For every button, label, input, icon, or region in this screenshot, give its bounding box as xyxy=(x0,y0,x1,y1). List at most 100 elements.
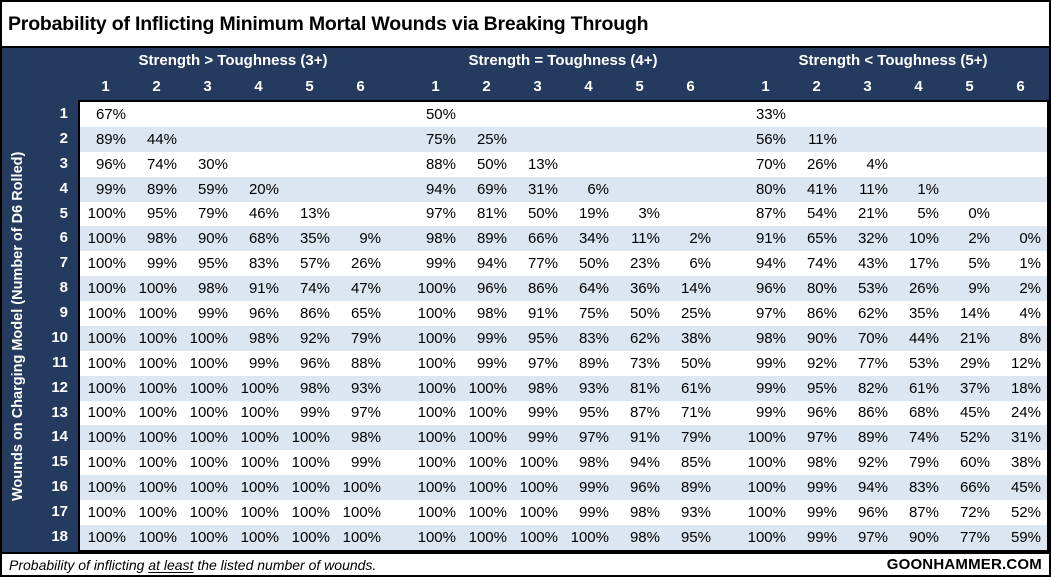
column-header: 3 xyxy=(863,78,872,95)
row-number: 9 xyxy=(59,304,68,321)
table-cell: 53% xyxy=(857,280,888,298)
column-header: 5 xyxy=(635,78,644,95)
table-cell: 100% xyxy=(87,379,126,397)
table-cell: 41% xyxy=(806,180,837,198)
table-row: 99% 89% 59% 20% 94% 69% 31% 6% 80% 41% 11% 1% xyxy=(80,176,1047,202)
table-cell: 99% xyxy=(806,528,837,546)
table-cell: 50% xyxy=(527,205,558,223)
table-cell: 62% xyxy=(629,329,660,347)
table-cell: 13% xyxy=(527,155,558,173)
table-cell: 96% xyxy=(755,280,786,298)
table-cell: 100% xyxy=(138,404,177,422)
table-cell: 100% xyxy=(747,503,786,521)
table-cell: 38% xyxy=(1010,454,1041,472)
table-cell: 94% xyxy=(857,479,888,497)
table-cell: 87% xyxy=(629,404,660,422)
footer-bar: Probability of inflicting at least the l… xyxy=(2,552,1049,575)
table-cell: 100% xyxy=(189,503,228,521)
table-cell: 100% xyxy=(240,503,279,521)
table-cell: 18% xyxy=(1010,379,1041,397)
footer-note-prefix: Probability of inflicting xyxy=(9,556,149,573)
table-cell: 81% xyxy=(476,205,507,223)
table-row: 100% 100% 99% 96% 86% 65% 100% 98% 91% 75% 50% 25% 9… xyxy=(80,301,1047,326)
table-cell: 100% xyxy=(468,404,507,422)
table-cell: 70% xyxy=(755,155,786,173)
table-cell: 72% xyxy=(959,503,990,521)
table-cell: 50% xyxy=(680,354,711,372)
table-cell: 94% xyxy=(476,255,507,273)
table-cell: 99% xyxy=(806,479,837,497)
table-cell: 100% xyxy=(417,404,456,422)
data-grid: 67% 50% 33% 89% 44% 75% 25% 56% 11% 96% 74% 30% 88% 5… xyxy=(78,100,1049,552)
table-cell: 65% xyxy=(350,304,381,322)
table-cell: 11% xyxy=(808,130,837,148)
row-number: 13 xyxy=(51,403,68,421)
table-cell: 100% xyxy=(468,503,507,521)
row-number: 8 xyxy=(59,279,68,297)
table-cell: 44% xyxy=(146,130,177,148)
table-cell: 100% xyxy=(468,479,507,497)
table-cell: 99% xyxy=(578,479,609,497)
table-cell: 99% xyxy=(755,379,786,397)
table-cell: 50% xyxy=(629,304,660,322)
column-header: 1 xyxy=(101,78,110,95)
row-number: 12 xyxy=(51,378,68,396)
table-cell: 31% xyxy=(527,180,558,198)
table-cell: 31% xyxy=(1010,429,1041,447)
table-cell: 100% xyxy=(87,255,126,273)
table-cell: 98% xyxy=(755,329,786,347)
table-cell: 98% xyxy=(806,454,837,472)
table-cell: 2% xyxy=(1019,280,1041,298)
table-cell: 100% xyxy=(87,354,126,372)
table-cell: 98% xyxy=(248,329,279,347)
table-cell: 99% xyxy=(95,180,126,198)
column-header: 5 xyxy=(965,78,974,95)
table-cell: 79% xyxy=(350,329,381,347)
table-cell: 99% xyxy=(248,354,279,372)
table-cell: 100% xyxy=(189,329,228,347)
table-cell: 94% xyxy=(629,454,660,472)
table-cell: 95% xyxy=(527,329,558,347)
table-cell: 1% xyxy=(917,180,939,198)
table-cell: 50% xyxy=(578,255,609,273)
row-number: 3 xyxy=(59,154,68,172)
table-cell: 45% xyxy=(1010,479,1041,497)
table-cell: 11% xyxy=(859,180,888,198)
table-cell: 100% xyxy=(138,503,177,521)
table-cell: 100% xyxy=(417,479,456,497)
table-cell: 73% xyxy=(629,354,660,372)
table-cell: 43% xyxy=(857,255,888,273)
table-cell: 100% xyxy=(417,329,456,347)
table-cell: 2% xyxy=(968,230,990,248)
table-cell: 98% xyxy=(350,429,381,447)
table-cell: 98% xyxy=(476,304,507,322)
table-cell: 19% xyxy=(578,205,609,223)
table-cell: 90% xyxy=(908,528,939,546)
table-row: 100% 100% 100% 100% 100% 100% 100% 100% 100% 99% 9… xyxy=(80,500,1047,525)
table-cell: 86% xyxy=(527,280,558,298)
table-cell: 100% xyxy=(417,379,456,397)
footer-note-underlined: at least xyxy=(148,556,194,573)
table-cell: 95% xyxy=(578,404,609,422)
table-cell: 86% xyxy=(857,404,888,422)
table-cell: 95% xyxy=(197,255,228,273)
table-cell: 94% xyxy=(425,180,456,198)
table-cell: 74% xyxy=(299,280,330,298)
table-cell: 93% xyxy=(578,379,609,397)
table-cell: 100% xyxy=(570,528,609,546)
table-cell: 100% xyxy=(417,280,456,298)
table-cell: 74% xyxy=(806,255,837,273)
table-cell: 88% xyxy=(425,155,456,173)
row-number: 6 xyxy=(59,229,68,247)
table-cell: 81% xyxy=(629,379,660,397)
table-cell: 35% xyxy=(299,230,330,248)
table-cell: 8% xyxy=(1019,329,1041,347)
page-title: Probability of Inflicting Minimum Mortal… xyxy=(8,12,649,35)
table-cell: 90% xyxy=(806,329,837,347)
table-row: 100% 100% 100% 100% 98% 93% 100% 100% 98% 93% 81% 6… xyxy=(80,375,1047,401)
table-cell: 89% xyxy=(857,429,888,447)
column-header: 1 xyxy=(431,78,440,95)
table-cell: 100% xyxy=(189,479,228,497)
table-cell: 98% xyxy=(629,528,660,546)
table-cell: 100% xyxy=(189,429,228,447)
